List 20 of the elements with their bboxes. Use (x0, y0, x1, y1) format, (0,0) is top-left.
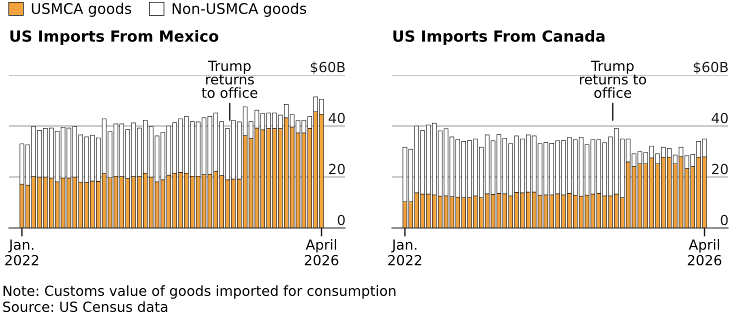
y-tick-label: $60B (310, 62, 345, 74)
y-tick-label: 20 (712, 164, 728, 174)
chart-title: US Imports From Canada (393, 30, 604, 45)
x-tick-label: Jan. 2022 (5, 240, 38, 266)
y-tick-label: 40 (712, 112, 728, 124)
y-tick-label: 0 (338, 214, 345, 226)
text: Note: Customs value of goods imported for consumption (4, 285, 396, 299)
x-tick-label: Jan. 2022 (388, 240, 422, 266)
source-note: Source: US Census data (3, 301, 168, 312)
legend-label: USMCA goods (32, 2, 132, 17)
x-tick-label: April 2026 (688, 239, 722, 266)
chart-title: US Imports From Mexico (10, 30, 218, 45)
y-tick-label: $60B (694, 62, 728, 74)
y-tick-label: 20 (329, 164, 345, 174)
legend-label: Non-USMCA goods (172, 2, 306, 17)
y-tick-label: 0 (720, 214, 728, 226)
annotation: Trump returns to office (580, 60, 646, 98)
annotation: Trump returns to office (202, 60, 258, 98)
y-tick-label: 40 (328, 112, 345, 124)
x-tick-label: April 2026 (304, 239, 338, 266)
